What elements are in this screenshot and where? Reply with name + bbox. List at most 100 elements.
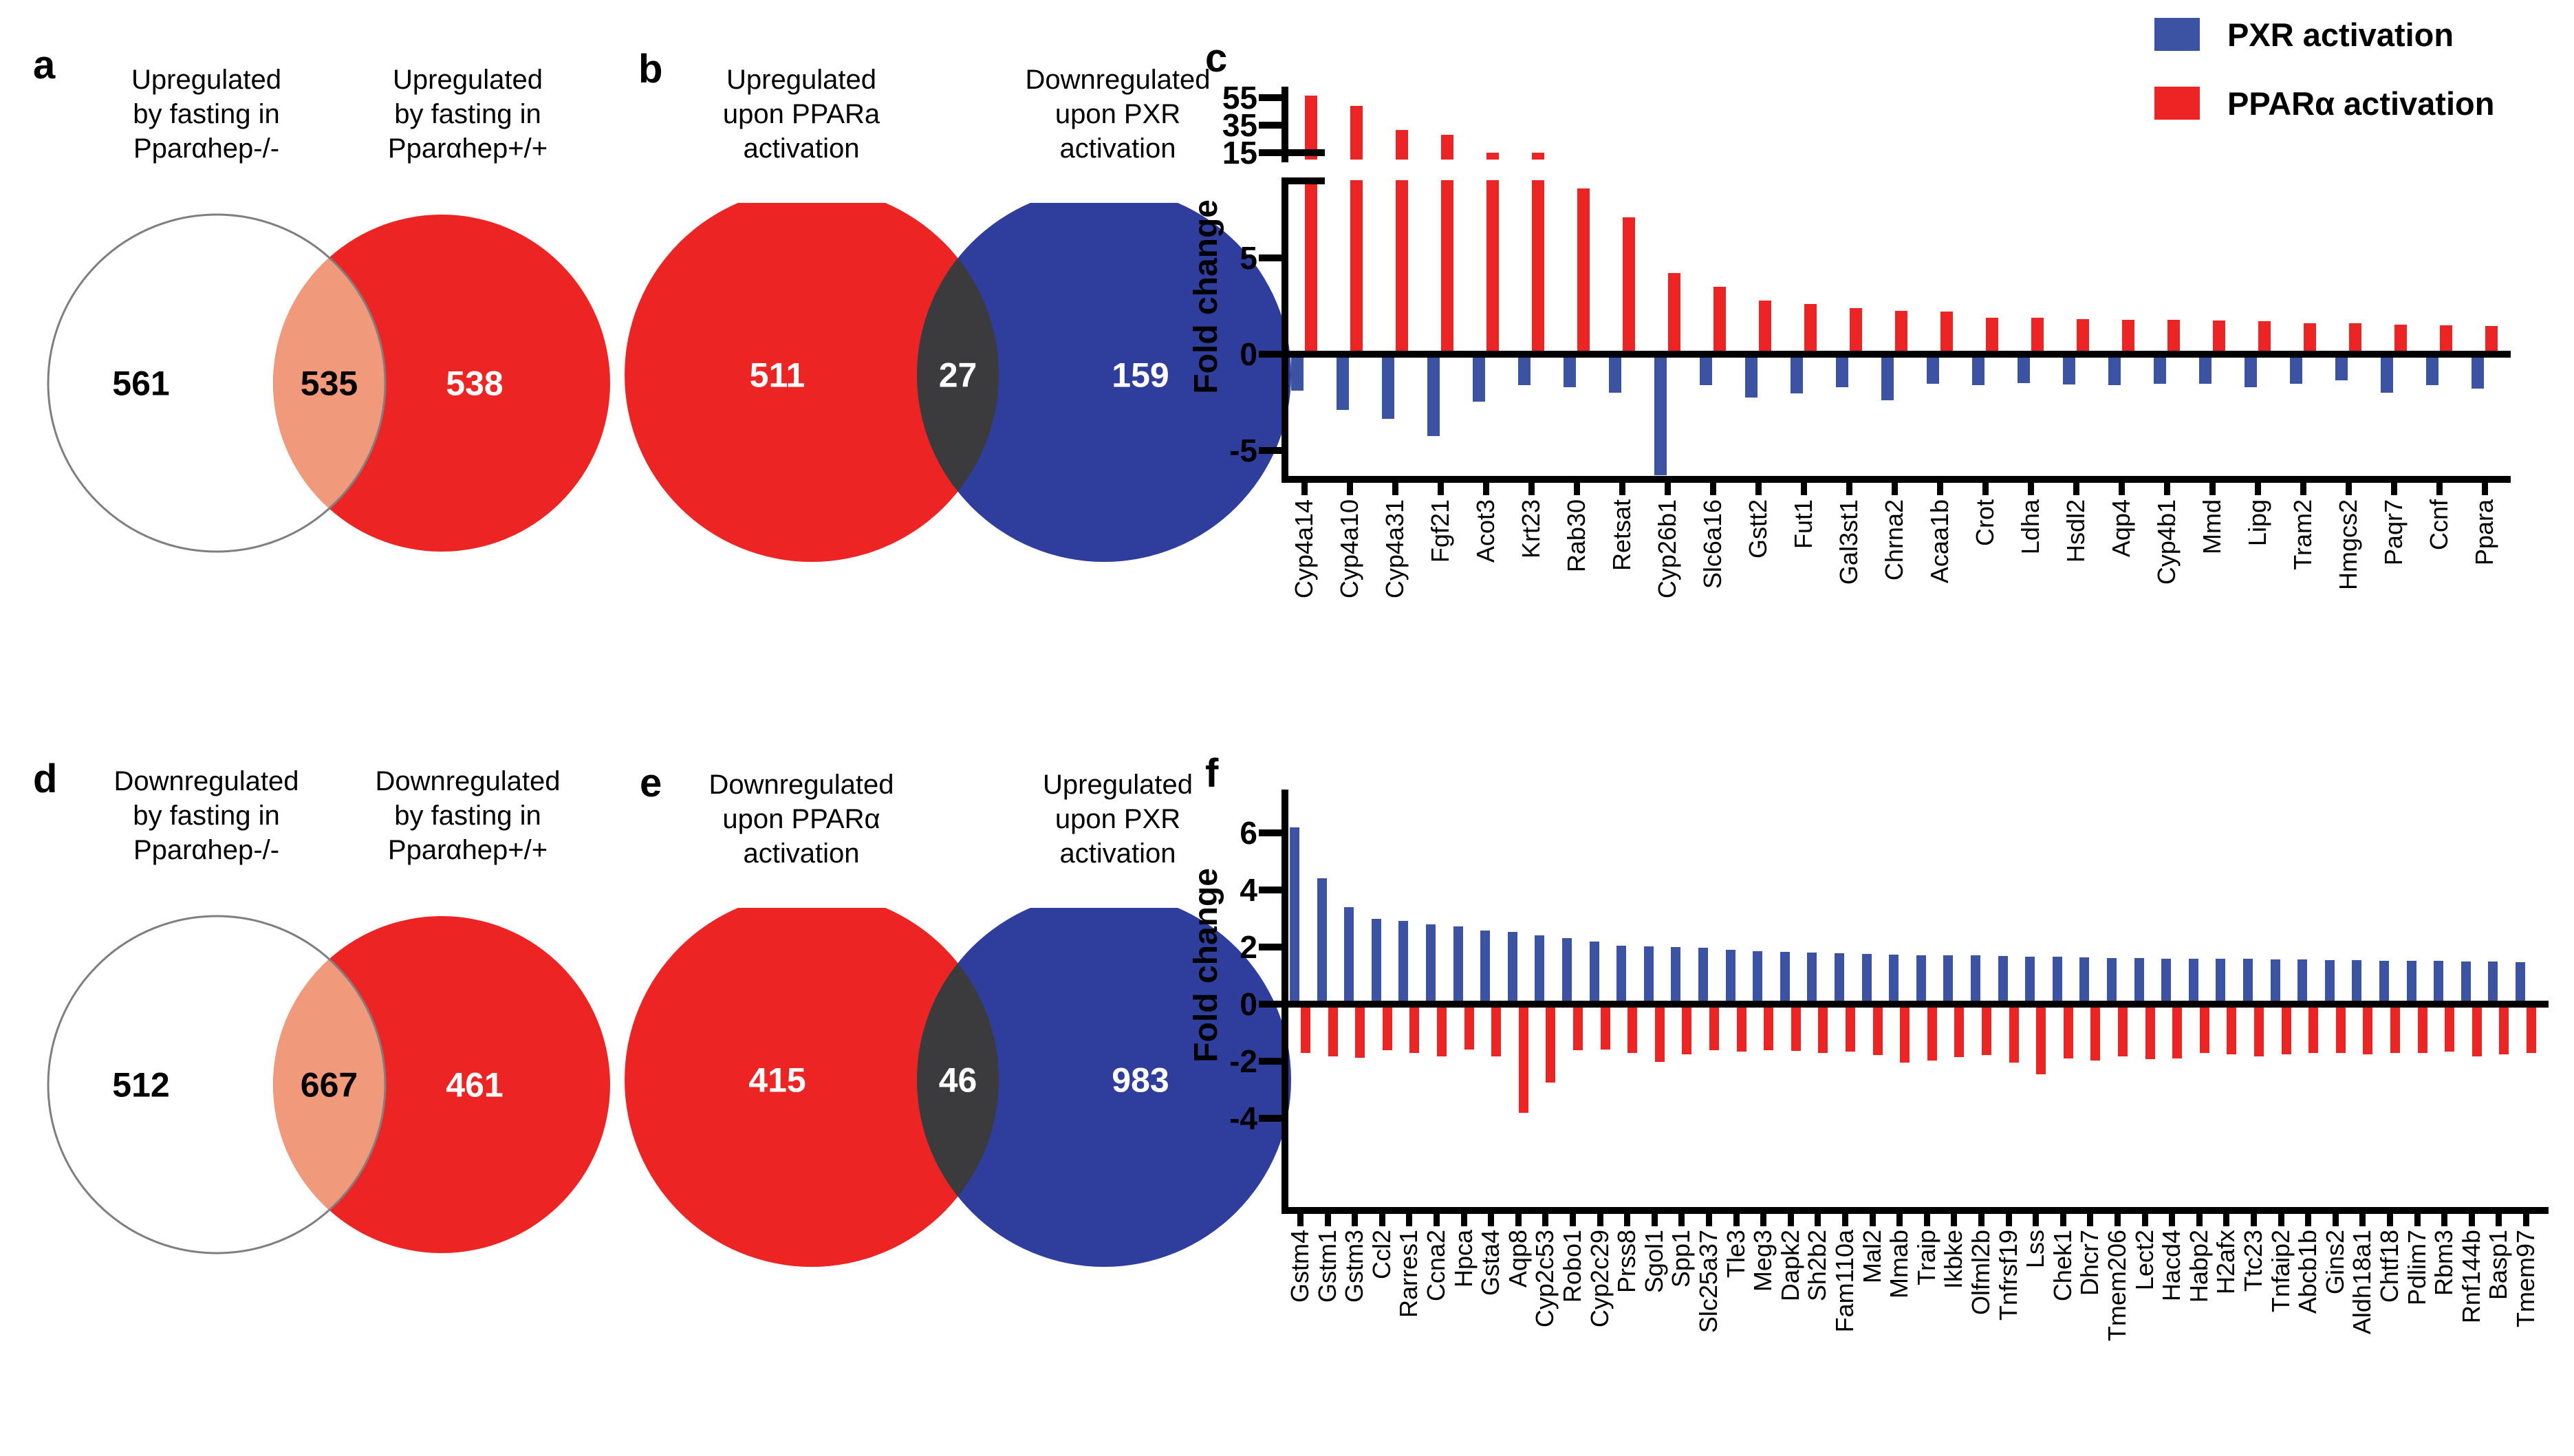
y-tick-label: 6 — [1240, 815, 1257, 851]
x-tick-label: Sh2b2 — [1803, 1230, 1831, 1302]
bar-ppara — [1668, 273, 1680, 354]
x-tick — [2305, 1213, 2311, 1226]
x-tick — [2255, 482, 2261, 495]
y-tick — [1259, 94, 1281, 101]
x-tick-label: Chrna2 — [1880, 499, 1908, 581]
venn-e-left-title: Downregulated upon PPARα activation — [640, 768, 963, 871]
venn-left-circle — [625, 893, 999, 1267]
x-tick — [2196, 1213, 2203, 1226]
bar-pxr — [1372, 919, 1381, 1005]
x-tick — [1619, 482, 1625, 495]
bar-ppara — [1464, 1004, 1474, 1050]
x-tick-label: Traip — [1912, 1230, 1940, 1285]
bar-pxr — [2426, 354, 2438, 385]
venn-left-circle — [625, 188, 999, 562]
bar-pxr — [1862, 954, 1872, 1004]
venn-left-count: 512 — [112, 1066, 169, 1105]
x-tick — [1733, 1213, 1740, 1226]
bar-pxr — [2335, 354, 2348, 380]
x-tick-label: Acaa1b — [1925, 499, 1954, 584]
venn-right-count: 461 — [446, 1066, 503, 1105]
bar-ppara — [2167, 320, 2180, 354]
x-tick-label: Cyp26b1 — [1653, 499, 1681, 599]
venn-overlap-region — [273, 215, 385, 552]
legend-item-ppara: PPARα activation — [2154, 85, 2494, 122]
bar-pxr — [2154, 354, 2166, 384]
x-tick-label: Mal2 — [1858, 1230, 1886, 1284]
bar-pxr — [1564, 354, 1576, 387]
bar-pxr — [1535, 935, 1544, 1004]
x-tick-label: Ccl2 — [1367, 1230, 1396, 1280]
y-tick — [1259, 1001, 1281, 1008]
bar-pxr — [1644, 946, 1654, 1004]
bar-pxr — [1881, 354, 1894, 400]
bar-pxr — [1426, 924, 1436, 1004]
x-tick — [2523, 1213, 2529, 1226]
y-tick-label: 5 — [1240, 240, 1257, 276]
x-tick-label: Cyp2c53 — [1531, 1230, 1559, 1328]
venn-left-circle-outline — [47, 915, 387, 1254]
x-tick — [1347, 482, 1353, 495]
bar-ppara — [2254, 1004, 2264, 1056]
x-tick-label: Dhcr7 — [2075, 1230, 2103, 1296]
venn-e-svg: 415 46 983 — [625, 893, 1291, 1267]
venn-title-line: by fasting in — [394, 801, 541, 831]
x-tick-label: Cyp4a14 — [1290, 499, 1318, 599]
venn-title-line: Downregulated — [709, 770, 894, 800]
x-tick — [1815, 1213, 1821, 1226]
bar-ppara — [1627, 1004, 1637, 1053]
bar-pxr — [1998, 956, 2008, 1004]
x-tick — [1570, 1213, 1576, 1226]
bar-ppara — [1383, 1004, 1392, 1050]
bar-pxr — [2018, 354, 2030, 383]
bar-pxr — [1616, 946, 1626, 1004]
bar-ppara — [1682, 1004, 1691, 1054]
x-tick — [2251, 1213, 2257, 1226]
x-tick — [2436, 482, 2443, 495]
bar-ppara — [1301, 1004, 1310, 1053]
bar-pxr — [1745, 354, 1758, 398]
x-tick-label: Aldh18a1 — [2348, 1230, 2376, 1335]
x-axis — [1281, 1207, 2549, 1214]
bar-pxr — [1835, 953, 1844, 1004]
venn-title-line: Pparαhep-/- — [133, 133, 280, 164]
bar-pxr — [1943, 955, 1953, 1004]
y-tick — [1259, 149, 1281, 156]
bar-ppara — [2527, 1004, 2536, 1053]
x-tick — [1488, 1213, 1494, 1226]
y-tick-label: 55 — [1222, 80, 1257, 116]
bar-pxr — [1291, 354, 1304, 391]
bar-ppara — [2258, 321, 2271, 354]
bar-ppara — [1954, 1004, 1964, 1057]
x-tick — [1352, 1213, 1358, 1226]
legend-swatch-ppara — [2154, 87, 2200, 120]
venn-right-circle — [917, 188, 1291, 562]
bar-pxr — [2216, 959, 2225, 1004]
x-tick-label: Lss — [2021, 1230, 2049, 1269]
x-tick-label: Spp1 — [1667, 1230, 1695, 1288]
bar-ppara — [1601, 1004, 1610, 1050]
bar-pxr — [1290, 827, 1299, 1004]
x-tick — [1951, 1213, 1957, 1226]
venn-title-line: upon PXR — [1055, 99, 1181, 129]
bar-pxr — [1609, 354, 1621, 393]
x-tick-label: Abcb1b — [2293, 1230, 2322, 1314]
bar-ppara — [1328, 1004, 1338, 1056]
bar-ppara — [2390, 1004, 2400, 1053]
x-tick — [1870, 1213, 1876, 1226]
legend-item-pxr: PXR activation — [2154, 17, 2494, 53]
bar-pxr — [1753, 951, 1762, 1004]
x-tick — [1515, 1213, 1522, 1226]
bar-pxr — [2108, 354, 2121, 385]
y-tick — [1259, 122, 1281, 129]
bar-pxr — [1453, 926, 1463, 1004]
x-tick — [2060, 1213, 2066, 1226]
x-tick — [2164, 482, 2170, 495]
x-tick-label: Fgf21 — [1426, 499, 1454, 563]
x-tick-label: Aqp8 — [1504, 1230, 1532, 1288]
bar-pxr — [2107, 958, 2117, 1004]
bar-pxr — [1836, 354, 1848, 387]
x-tick — [2006, 1213, 2012, 1226]
venn-a-svg: 561 535 538 — [47, 213, 610, 553]
bar-pxr — [1317, 878, 1327, 1004]
